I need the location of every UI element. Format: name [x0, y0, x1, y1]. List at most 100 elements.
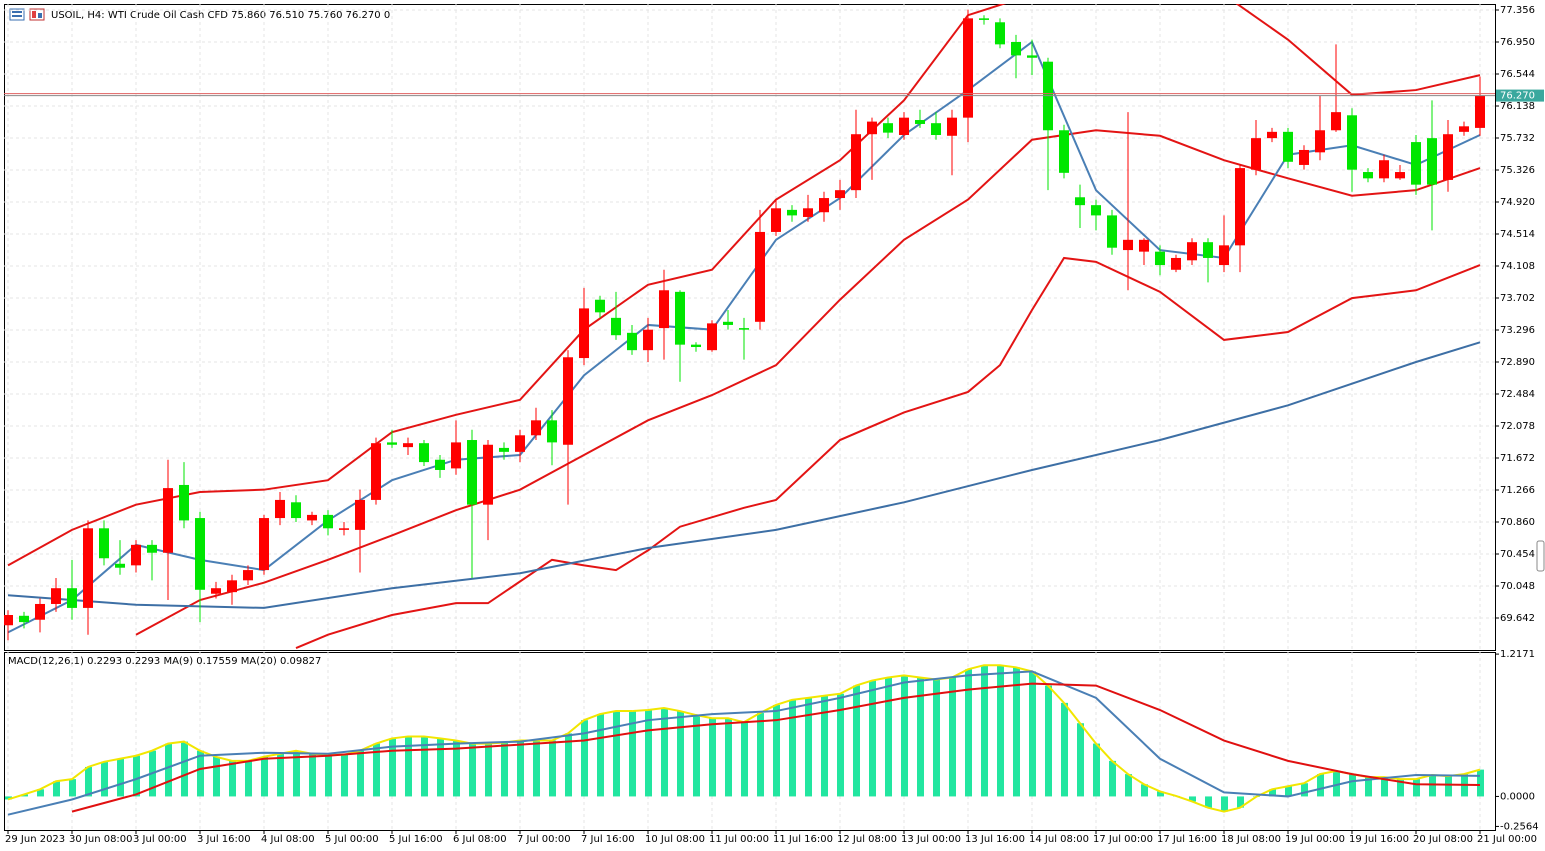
macd-bar: [1045, 685, 1052, 797]
macd-bar: [1141, 784, 1148, 797]
candle-body: [195, 518, 205, 590]
candle-body: [115, 563, 125, 568]
candle-body: [675, 291, 685, 345]
candle-body: [163, 488, 173, 553]
y-tick-label: 1.2171: [1500, 649, 1535, 660]
y-tick-label: 77.356: [1500, 5, 1535, 16]
icon-bar: [38, 13, 42, 18]
x-tick-label: 20 Jul 08:00: [1413, 834, 1473, 845]
macd-bar: [1397, 779, 1404, 797]
y-tick-label: 72.484: [1500, 389, 1535, 400]
macd-bar: [885, 677, 892, 797]
candle-body: [131, 544, 141, 566]
x-tick-label: 4 Jul 08:00: [261, 834, 315, 845]
macd-bar: [965, 669, 972, 797]
macd-bar: [1445, 776, 1452, 797]
indicator-line: [295, 256, 1481, 650]
candle-body: [1347, 115, 1357, 170]
x-tick-label: 18 Jul 08:00: [1221, 834, 1281, 845]
y-tick-label: 75.732: [1500, 133, 1535, 144]
macd-bar: [261, 756, 268, 797]
candle-body: [1443, 134, 1453, 180]
y-tick-label: 72.078: [1500, 421, 1535, 432]
x-tick-label: 13 Jul 16:00: [965, 834, 1025, 845]
candle-body: [147, 544, 157, 553]
candle-body: [1427, 138, 1437, 185]
macd-bar: [133, 755, 140, 797]
macd-bar: [85, 766, 92, 797]
candle-body: [611, 317, 621, 336]
candle-body: [1027, 55, 1037, 58]
x-tick-label: 30 Jun 08:00: [69, 834, 133, 845]
y-tick-label: 75.326: [1500, 165, 1535, 176]
candle-body: [1395, 172, 1405, 179]
macd-bar: [565, 733, 572, 797]
candle-body: [4, 615, 13, 626]
candle-body: [723, 321, 733, 325]
x-tick-label: 6 Jul 08:00: [453, 834, 507, 845]
macd-bar: [277, 753, 284, 797]
candle-body: [979, 18, 989, 20]
price-tag-label: 76.270: [1500, 91, 1535, 102]
candle-body: [803, 208, 813, 217]
y-tick-label: 76.544: [1500, 69, 1535, 80]
macd-bar: [597, 714, 604, 797]
candle-body: [1187, 242, 1197, 261]
y-tick-label: -0.2564: [1500, 821, 1539, 832]
macd-bar: [901, 675, 908, 797]
candle-body: [67, 588, 77, 608]
candle-body: [659, 290, 669, 329]
macd-bar: [1349, 774, 1356, 797]
macd-bar: [1237, 796, 1244, 808]
icon-frame: [29, 8, 45, 21]
macd-bar: [645, 710, 652, 797]
macd-bar: [501, 742, 508, 797]
macd-bar: [357, 750, 364, 797]
macd-bar: [853, 685, 860, 797]
icon-frame: [9, 8, 25, 21]
candle-body: [1155, 251, 1165, 266]
price-plot: [4, 4, 1495, 650]
candle-body: [99, 528, 109, 559]
macd-bar: [581, 720, 588, 797]
candle-body: [83, 528, 93, 608]
x-tick-label: 19 Jul 16:00: [1349, 834, 1409, 845]
y-tick-label: 71.672: [1500, 453, 1535, 464]
macd-bar: [1109, 760, 1116, 797]
macd-bar: [1157, 791, 1164, 797]
candle-body: [1091, 205, 1101, 216]
macd-bar: [325, 754, 332, 797]
macd-bar: [677, 711, 684, 797]
candle-body: [467, 440, 477, 505]
candle-body: [1235, 168, 1245, 246]
macd-bar: [1061, 702, 1068, 797]
candle-body: [307, 514, 317, 521]
macd-bar: [341, 754, 348, 797]
macd-bar: [213, 756, 220, 797]
candle-body: [1411, 142, 1421, 185]
macd-bar: [1413, 779, 1420, 797]
x-tick-label: 21 Jul 00:00: [1477, 834, 1537, 845]
y-tick-label: 70.860: [1500, 517, 1535, 528]
macd-bar: [1189, 796, 1196, 802]
symbol-icon[interactable]: [9, 8, 45, 21]
macd-bar: [613, 711, 620, 797]
candle-body: [1171, 257, 1181, 270]
macd-bar: [373, 743, 380, 797]
x-tick-label: 10 Jul 08:00: [645, 834, 705, 845]
macd-bar: [405, 736, 412, 797]
x-tick-label: 13 Jul 00:00: [901, 834, 961, 845]
candle-body: [483, 444, 493, 505]
macd-bar: [629, 711, 636, 797]
candle-body: [1107, 215, 1117, 248]
y-tick-label: 71.266: [1500, 485, 1535, 496]
x-tick-label: 3 Jul 16:00: [197, 834, 251, 845]
macd-bar: [181, 741, 188, 797]
candle-body: [1123, 239, 1133, 251]
candle-body: [211, 588, 221, 594]
macd-bar: [917, 677, 924, 797]
candle-body: [579, 308, 589, 359]
scroll-handle[interactable]: [1536, 540, 1545, 572]
candle-body: [531, 420, 541, 436]
candle-body: [707, 323, 717, 351]
